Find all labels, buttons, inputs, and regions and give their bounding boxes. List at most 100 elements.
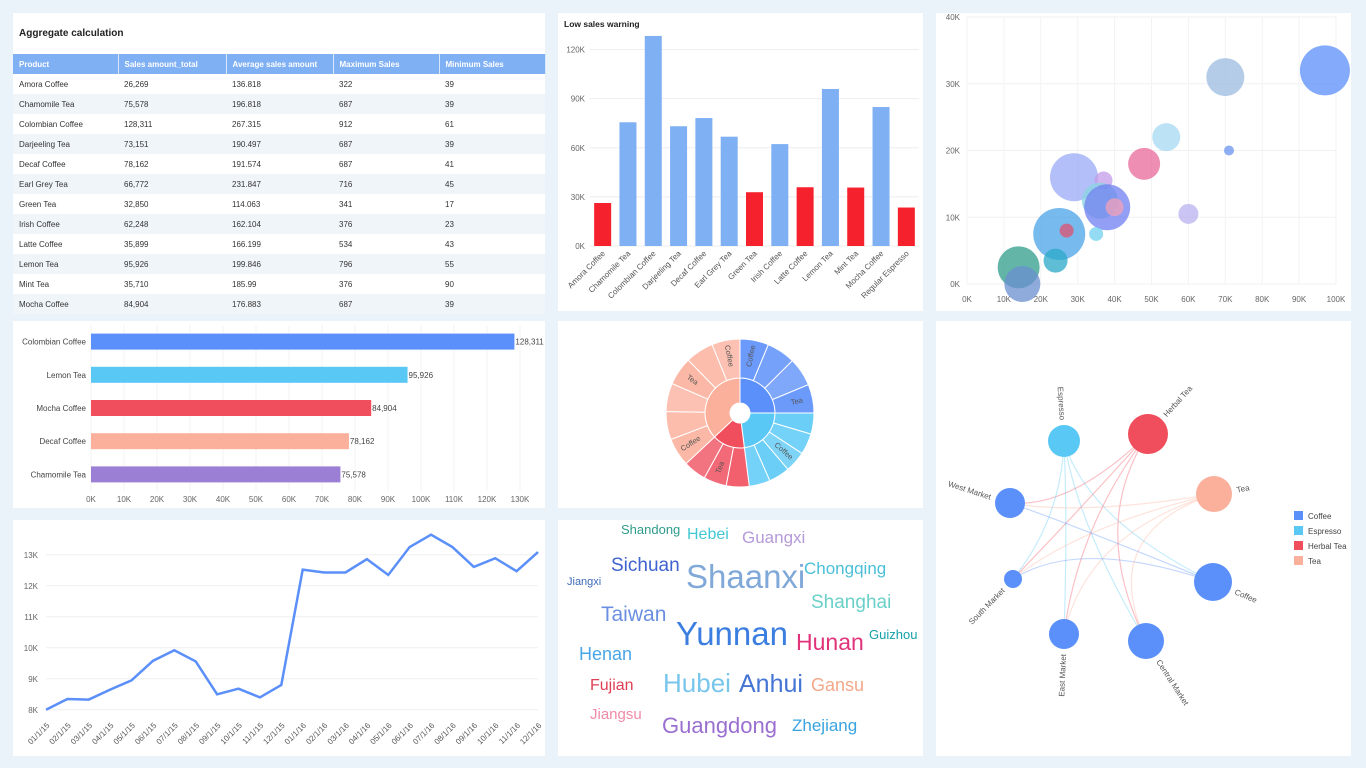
legend-label: Herbal Tea	[1308, 542, 1347, 551]
bubble-panel: 0K 10K 20K 30K 40K 0K 10K 20K 30K 40K 50K 60K 70K 80K…	[936, 13, 1351, 311]
x-tick-label: 07/1/15	[155, 721, 181, 747]
word-chongqing: Chongqing	[804, 559, 887, 578]
x-tick-label: 10/1/15	[219, 721, 245, 747]
x-tick-label: 50K	[1144, 295, 1159, 304]
table-row: Colombian Coffee 128,311 267.315 912 61	[13, 114, 545, 134]
x-tick-label: 12/1/15	[261, 721, 287, 747]
column-header: Maximum Sales	[333, 54, 440, 74]
sunburst-label: Coffee	[744, 344, 757, 367]
word-hubei: Hubei	[663, 668, 731, 698]
x-tick-label: 10K	[117, 495, 132, 504]
table-row: Amora Coffee 26,269 136.818 322 39	[13, 74, 545, 94]
table-row: Chamomile Tea 75,578 196.818 687 39	[13, 94, 545, 114]
category-label: Colombian Coffee	[22, 338, 86, 347]
table-cell: 185.99	[232, 279, 257, 289]
x-tick-label: 40K	[1107, 295, 1122, 304]
x-tick-label: 20K	[1034, 295, 1049, 304]
legend-swatch	[1294, 541, 1303, 550]
sunburst-label: Coffee	[723, 344, 736, 367]
x-tick-label: 100K	[1327, 295, 1346, 304]
x-tick-label: 03/1/16	[326, 721, 352, 747]
x-tick-label: 12/1/16	[518, 721, 544, 747]
chord-node	[1049, 619, 1079, 649]
chord-link	[1012, 433, 1149, 580]
word-anhui: Anhui	[739, 670, 803, 698]
x-tick-label: 10/1/16	[475, 721, 501, 747]
table-cell: 78,162	[124, 159, 149, 169]
chord-node	[995, 488, 1025, 518]
chord-link	[1012, 493, 1215, 580]
x-tick-label: 05/1/16	[368, 721, 394, 747]
word-taiwan: Taiwan	[601, 603, 667, 626]
table-cell: 39	[439, 94, 545, 114]
wordcloud-panel: Shandong Hebei Guangxi Sichuan Shaanxi Chongq…	[558, 520, 923, 756]
legend-swatch	[1294, 556, 1303, 565]
word-sichuan: Sichuan	[611, 555, 680, 576]
y-tick-label: 90K	[571, 95, 586, 104]
table-cell: 912	[339, 119, 353, 129]
table-cell: 341	[339, 199, 353, 209]
sunburst-panel: Coffee Tea Coffee Tea Coffee Coffee Tea	[558, 321, 923, 508]
table-cell: 687	[339, 159, 353, 169]
x-tick-label: 50K	[249, 495, 264, 504]
x-tick-label: 01/1/15	[26, 721, 52, 747]
x-tick-label: 80K	[348, 495, 363, 504]
y-tick-label: 10K	[24, 644, 39, 653]
table-cell: Irish Coffee	[13, 214, 118, 234]
table-cell: 95,926	[118, 254, 226, 274]
bar	[91, 333, 515, 350]
sunburst-label: Tea	[714, 459, 727, 474]
x-tick-label: 20K	[150, 495, 165, 504]
bar	[746, 192, 763, 246]
word-guizhou: Guizhou	[869, 627, 918, 642]
bar	[720, 136, 738, 246]
top-products-chart: 0K 10K 20K 30K 40K 50K 60K 70K 80K 90K 100K 110K 120…	[22, 325, 544, 504]
column-header: Product	[13, 54, 119, 74]
table-cell: 376	[333, 214, 439, 234]
chord-node	[1196, 476, 1232, 512]
chord-node	[1048, 425, 1080, 457]
x-tick-label: 80K	[1255, 295, 1270, 304]
word-yunnan: Yunnan	[676, 615, 788, 652]
table-row: Irish Coffee 62,248 162.104 376 23	[13, 214, 545, 234]
table-cell: 716	[333, 174, 439, 194]
aggregate-table: Product Sales amount_total Average sales a…	[13, 54, 546, 314]
table-cell: 84,904	[118, 294, 226, 314]
table-cell: 23	[439, 214, 545, 234]
chord-label: Central Market	[1154, 658, 1190, 708]
table-cell: Mint Tea	[19, 279, 50, 289]
y-tick-label: 0K	[950, 280, 960, 289]
x-tick-label: 05/1/15	[112, 721, 138, 747]
bubble	[1299, 45, 1350, 96]
table-cell: 43	[445, 239, 454, 249]
word-jiangsu: Jiangsu	[590, 706, 642, 723]
x-tick-label: 90K	[1292, 295, 1307, 304]
chord-link	[1063, 440, 1067, 635]
x-tick-label: 100K	[412, 495, 431, 504]
table-cell: 190.497	[226, 134, 333, 154]
bubble	[1105, 198, 1124, 217]
category-label: Chamomile Tea	[31, 470, 87, 479]
bar	[91, 366, 408, 383]
table-cell: 66,772	[118, 174, 226, 194]
table-cell: 26,269	[124, 79, 149, 89]
x-tick-label: 06/1/15	[133, 721, 159, 747]
y-tick-label: 0K	[575, 242, 585, 251]
chord-node	[1128, 623, 1164, 659]
word-guangdong: Guangdong	[662, 713, 777, 738]
x-tick-label: 09/1/16	[454, 721, 480, 747]
table-cell: Lemon Tea	[13, 254, 118, 274]
y-tick-label: 30K	[571, 193, 586, 202]
table-cell: 687	[333, 134, 439, 154]
table-row: Darjeeling Tea 73,151 190.497 687 39	[13, 134, 545, 154]
table-cell: 114.063	[232, 199, 261, 209]
y-tick-label: 30K	[946, 80, 961, 89]
table-row: Earl Grey Tea 66,772 231.847 716 45	[13, 174, 545, 194]
x-tick-label: 0K	[86, 495, 96, 504]
x-tick-label: 03/1/15	[69, 721, 95, 747]
y-tick-label: 60K	[571, 144, 586, 153]
bar	[619, 122, 637, 246]
value-label: 128,311	[515, 338, 544, 347]
bar	[91, 433, 349, 450]
bar	[796, 187, 814, 246]
